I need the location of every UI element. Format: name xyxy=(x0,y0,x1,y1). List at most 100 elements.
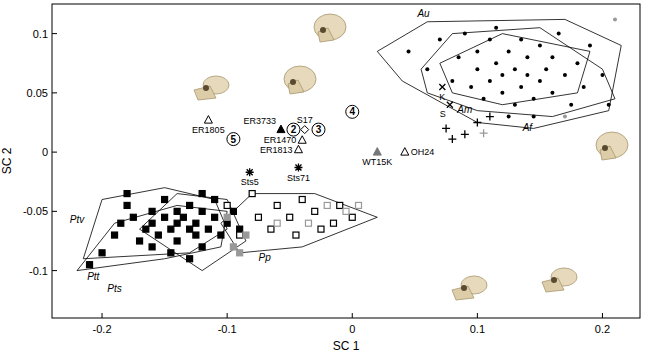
point xyxy=(607,103,611,107)
y-tick-label: 0.05 xyxy=(27,87,48,99)
point xyxy=(99,250,105,256)
point xyxy=(473,118,481,126)
point xyxy=(274,220,280,226)
point xyxy=(475,49,479,53)
group-label: Af xyxy=(522,122,534,133)
point xyxy=(246,168,254,176)
point xyxy=(277,125,285,133)
point xyxy=(274,202,280,208)
point xyxy=(343,208,349,214)
point xyxy=(255,214,261,220)
point xyxy=(187,256,193,262)
x-tick-label: 0.1 xyxy=(470,323,485,335)
skull-face xyxy=(194,86,216,100)
point xyxy=(237,232,243,238)
group-polygon xyxy=(77,205,227,270)
point xyxy=(318,226,324,232)
point-label: S xyxy=(440,109,446,119)
point xyxy=(513,103,517,107)
point xyxy=(124,202,130,208)
point xyxy=(337,202,343,208)
point xyxy=(224,220,230,226)
skull-face xyxy=(288,80,304,94)
point xyxy=(218,232,224,238)
skull-orbit xyxy=(602,145,608,151)
skull-face xyxy=(452,286,474,300)
point xyxy=(532,97,536,101)
point xyxy=(137,238,143,244)
y-tick-label: 0 xyxy=(42,146,48,158)
point xyxy=(544,67,548,71)
point xyxy=(212,197,218,203)
x-tick-label: 0.2 xyxy=(595,323,610,335)
point xyxy=(205,226,211,232)
point xyxy=(563,115,567,119)
point xyxy=(525,55,529,59)
x-tick-label: -0.2 xyxy=(93,323,112,335)
point xyxy=(482,97,486,101)
point xyxy=(162,214,168,220)
point xyxy=(469,85,473,89)
point xyxy=(488,38,492,42)
point xyxy=(448,135,456,143)
group-polygon xyxy=(221,194,377,253)
group-label: Ptt xyxy=(87,271,100,282)
point xyxy=(112,232,118,238)
point-label: Sts71 xyxy=(287,173,310,183)
point xyxy=(447,102,453,108)
point xyxy=(237,226,243,232)
group-polygon xyxy=(140,194,246,271)
x-tick xyxy=(102,313,103,318)
skull-orbit xyxy=(461,285,467,291)
point xyxy=(373,148,381,156)
point xyxy=(486,113,494,121)
point xyxy=(130,214,136,220)
point xyxy=(149,220,155,226)
point xyxy=(450,79,454,83)
point xyxy=(532,115,536,119)
point-label: Sts5 xyxy=(241,177,259,187)
point xyxy=(193,220,199,226)
point xyxy=(439,84,445,90)
y-tick xyxy=(52,92,57,93)
group-label: Am xyxy=(456,104,472,115)
point xyxy=(425,67,429,71)
annotation-text: 5 xyxy=(231,134,237,145)
point xyxy=(294,164,302,172)
point xyxy=(224,214,230,220)
point xyxy=(475,67,479,71)
point xyxy=(187,202,193,208)
point-label: ER3733 xyxy=(243,116,276,126)
skull-orbit xyxy=(551,277,557,283)
point xyxy=(550,55,554,59)
point xyxy=(187,226,193,232)
point xyxy=(287,214,293,220)
x-tick-label: -0.1 xyxy=(218,323,237,335)
point xyxy=(513,67,517,71)
point xyxy=(519,85,523,89)
group-label: Pts xyxy=(107,283,121,294)
skull-icon xyxy=(194,76,229,100)
group-polygon xyxy=(377,19,621,128)
point xyxy=(243,232,249,238)
skull-icon xyxy=(284,66,316,94)
skull-face xyxy=(600,146,616,160)
point xyxy=(299,197,305,203)
point xyxy=(155,232,161,238)
point xyxy=(87,262,93,268)
group-label: Pp xyxy=(259,252,272,263)
point xyxy=(550,91,554,95)
point xyxy=(180,214,186,220)
point xyxy=(463,32,467,36)
point xyxy=(330,220,336,226)
point xyxy=(230,244,236,250)
y-tick xyxy=(52,33,57,34)
point xyxy=(401,148,409,156)
point xyxy=(494,26,498,30)
point xyxy=(174,238,180,244)
point-label: ER1813 xyxy=(260,145,293,155)
point xyxy=(557,32,561,36)
point xyxy=(212,214,218,220)
skull-face xyxy=(542,278,564,292)
plot-frame xyxy=(52,4,640,318)
